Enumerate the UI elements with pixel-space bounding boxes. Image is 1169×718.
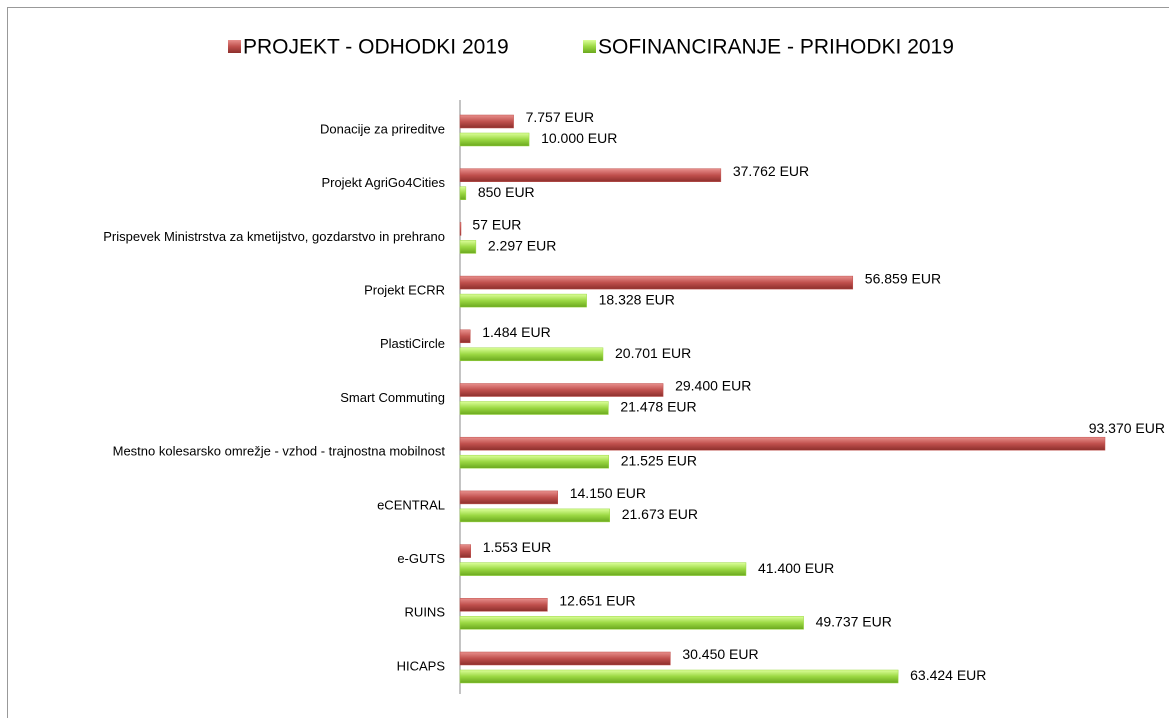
data-label: 30.450 EUR <box>682 646 758 662</box>
data-label: 10.000 EUR <box>541 130 617 146</box>
data-label: 56.859 EUR <box>865 270 941 286</box>
bar <box>459 454 609 469</box>
legend-swatch <box>583 40 596 53</box>
data-label: 1.553 EUR <box>483 539 551 555</box>
category-label: eCENTRAL <box>377 497 445 512</box>
category-label: Mestno kolesarsko omrežje - vzhod - traj… <box>113 444 446 459</box>
bar <box>459 114 514 129</box>
bar <box>459 562 747 576</box>
data-label: 12.651 EUR <box>559 593 635 609</box>
category-label: Smart Commuting <box>340 390 445 405</box>
bar <box>459 669 899 684</box>
bar <box>459 436 1106 451</box>
bar <box>459 168 722 182</box>
legend-label: PROJEKT - ODHODKI 2019 <box>243 36 509 59</box>
category-label: Prispevek Ministrstva za kmetijstvo, goz… <box>103 229 445 244</box>
chart-frame <box>7 7 1169 718</box>
category-label: PlastiCircle <box>380 336 445 351</box>
data-label: 37.762 EUR <box>733 163 809 179</box>
data-label: 21.478 EUR <box>620 399 696 415</box>
legend-swatch <box>228 40 241 53</box>
bar <box>459 401 609 415</box>
bar <box>459 222 462 236</box>
category-label: Projekt ECRR <box>364 283 445 298</box>
bar <box>459 329 471 344</box>
data-label: 14.150 EUR <box>570 485 646 501</box>
bar <box>459 186 467 200</box>
data-label: 93.370 EUR <box>1089 420 1165 436</box>
category-label: e-GUTS <box>397 551 445 566</box>
data-label: 7.757 EUR <box>526 109 594 125</box>
data-label: 20.701 EUR <box>615 345 691 361</box>
category-label: Projekt AgriGo4Cities <box>321 175 445 190</box>
data-label: 41.400 EUR <box>758 560 834 576</box>
bar <box>459 544 471 558</box>
bar <box>459 508 610 523</box>
bar <box>459 616 804 630</box>
category-label: Donacije za prireditve <box>320 121 445 136</box>
category-label: RUINS <box>405 605 446 620</box>
bar <box>459 651 671 666</box>
data-label: 21.525 EUR <box>621 452 697 468</box>
data-label: 2.297 EUR <box>488 238 556 254</box>
bar <box>459 293 587 308</box>
bar <box>459 598 548 612</box>
data-label: 850 EUR <box>478 184 535 200</box>
legend-label: SOFINANCIRANJE - PRIHODKI 2019 <box>598 36 954 59</box>
data-label: 49.737 EUR <box>816 614 892 630</box>
bar <box>459 275 854 290</box>
data-label: 57 EUR <box>472 217 521 233</box>
bar <box>459 490 558 505</box>
bar <box>459 132 530 147</box>
category-label: HICAPS <box>397 658 446 673</box>
data-label: 1.484 EUR <box>482 324 550 340</box>
data-label: 29.400 EUR <box>675 378 751 394</box>
bar <box>459 347 604 362</box>
data-label: 63.424 EUR <box>910 667 986 683</box>
data-label: 21.673 EUR <box>622 506 698 522</box>
data-label: 18.328 EUR <box>599 291 675 307</box>
bar <box>459 383 664 397</box>
bar <box>459 240 477 254</box>
